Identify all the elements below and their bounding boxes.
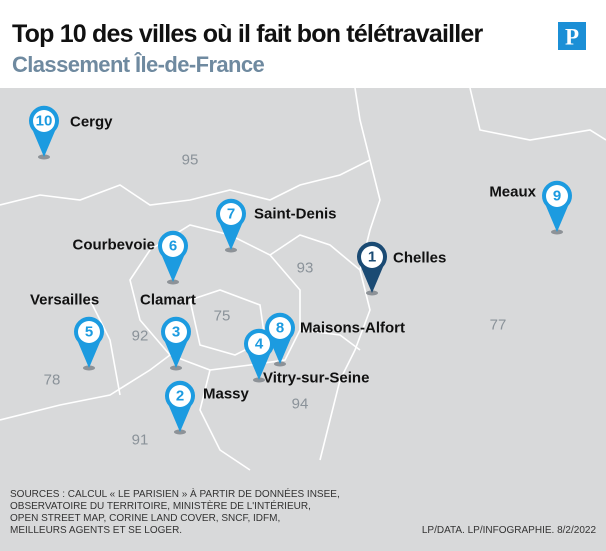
- pin-inner: [162, 235, 184, 257]
- department-number: 77: [490, 317, 507, 334]
- source-line: SOURCES : CALCUL « LE PARISIEN » À PARTI…: [10, 487, 340, 500]
- pin-inner: [220, 203, 242, 225]
- pin-inner: [248, 333, 270, 355]
- source-line: OPEN STREET MAP, CORINE LAND COVER, SNCF…: [10, 513, 280, 524]
- pin-inner: [33, 110, 55, 132]
- pin-inner: [361, 246, 383, 268]
- department-number: 92: [132, 328, 149, 345]
- city-rank: 10: [36, 113, 53, 130]
- pin-inner: [165, 321, 187, 343]
- city-pin: 5: [74, 316, 104, 371]
- logo: P: [565, 25, 579, 50]
- city-name: Cergy: [70, 114, 113, 131]
- city-rank: 4: [255, 336, 264, 353]
- subtitle: Classement Île-de-France: [12, 52, 265, 77]
- city-rank: 6: [169, 238, 177, 255]
- credit: LP/DATA. LP/INFOGRAPHIE. 8/2/2022: [422, 525, 597, 536]
- pin-inner: [269, 317, 291, 339]
- city-rank: 5: [85, 324, 93, 341]
- city-rank: 2: [176, 388, 184, 405]
- pin-inner: [546, 185, 568, 207]
- map-background: [0, 88, 606, 551]
- city-pin: 9: [542, 180, 572, 235]
- pin-inner: [169, 385, 191, 407]
- city-pin: 10: [29, 105, 59, 160]
- city-pin: 1: [357, 241, 387, 296]
- department-number: 91: [132, 432, 149, 449]
- city-name: Clamart: [140, 292, 196, 309]
- city-rank: 8: [276, 320, 284, 337]
- department-number: 95: [182, 152, 199, 169]
- city-name: Courbevoie: [72, 237, 155, 254]
- city-rank: 1: [368, 249, 376, 266]
- city-pin: 2: [165, 380, 195, 435]
- city-rank: 9: [553, 188, 561, 205]
- title: Top 10 des villes où il fait bon télétra…: [12, 20, 483, 48]
- city-pin: 3: [161, 316, 191, 371]
- department-number: 93: [297, 260, 314, 277]
- city-name: Meaux: [489, 184, 536, 201]
- source-line: OBSERVATOIRE DU TERRITOIRE, MINISTÈRE DE…: [10, 499, 311, 512]
- pin-inner: [78, 321, 100, 343]
- city-pin: 4: [244, 328, 274, 383]
- department-number: 94: [292, 396, 309, 413]
- city-name: Massy: [203, 386, 250, 403]
- logo-box: [558, 22, 586, 50]
- city-rank: 3: [172, 324, 180, 341]
- city-pin: 8: [265, 312, 295, 367]
- city-name: Maisons-Alfort: [300, 320, 405, 337]
- city-rank: 7: [227, 206, 235, 223]
- department-number: 75: [214, 308, 231, 325]
- city-pin: 7: [216, 198, 246, 253]
- city-name: Vitry-sur-Seine: [263, 370, 369, 387]
- department-number: 78: [44, 372, 61, 389]
- borders: [0, 87, 606, 471]
- city-name: Versailles: [30, 292, 99, 309]
- city-pin: 6: [158, 230, 188, 285]
- city-name: Saint-Denis: [254, 206, 337, 223]
- city-name: Chelles: [393, 250, 446, 267]
- source-line: MEILLEURS AGENTS ET SE LOGER.: [10, 525, 182, 536]
